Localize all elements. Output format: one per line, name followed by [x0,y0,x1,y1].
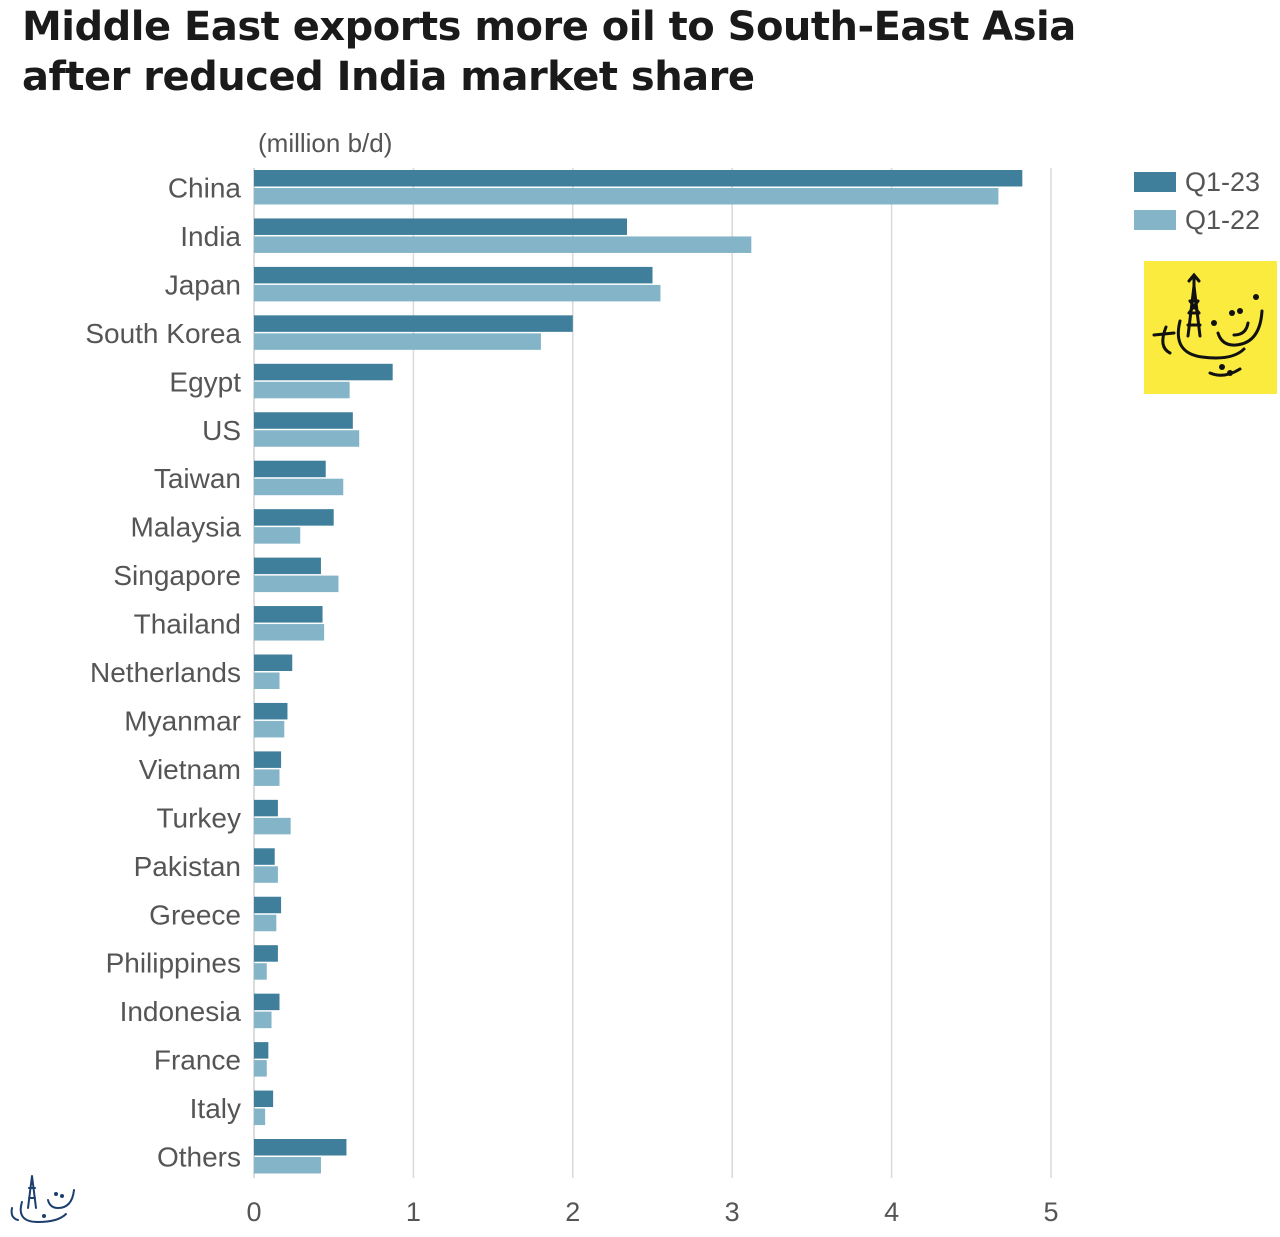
x-tick-label-3: 3 [725,1197,740,1227]
chart-title-line-1: Middle East exports more oil to South-Ea… [22,4,1076,50]
bar-china-q1-23 [254,170,1023,187]
bar-myanmar-q1-22 [254,720,285,738]
bar-egypt-q1-22 [254,381,350,399]
bar-taiwan-q1-23 [254,460,326,478]
category-label-taiwan: Taiwan [154,463,241,494]
x-tick-label-4: 4 [884,1197,899,1227]
bar-pakistan-q1-22 [254,866,278,883]
bar-malaysia-q1-22 [254,527,301,544]
bar-south-korea-q1-23 [254,315,573,332]
category-label-malaysia: Malaysia [131,512,242,543]
category-label-netherlands: Netherlands [90,657,241,688]
category-label-france: France [154,1045,241,1076]
bar-vietnam-q1-23 [254,751,282,768]
category-label-others: Others [157,1142,241,1173]
category-label-egypt: Egypt [169,366,241,397]
legend: Q1-23 Q1-22 [1134,167,1260,235]
category-label-china: China [168,173,242,204]
bar-myanmar-q1-23 [254,702,288,720]
category-label-myanmar: Myanmar [124,705,241,736]
chart-title-line-2: after reduced India market share [22,54,755,100]
bar-south-korea-q1-22 [254,333,541,350]
category-label-us: US [202,415,241,446]
oil-derrick-icon [10,1175,75,1224]
x-tick-label-5: 5 [1043,1197,1058,1227]
bar-italy-q1-22 [254,1108,266,1126]
legend-label-q1-22: Q1-22 [1185,205,1260,235]
category-label-indonesia: Indonesia [120,996,242,1027]
oil-derrick-icon [1152,272,1264,377]
bar-indonesia-q1-22 [254,1011,272,1029]
category-label-india: India [180,221,241,252]
category-label-vietnam: Vietnam [139,754,241,785]
category-label-pakistan: Pakistan [134,851,241,882]
bar-thailand-q1-22 [254,624,325,641]
bar-netherlands-q1-23 [254,654,293,671]
bar-greece-q1-23 [254,896,282,914]
bar-india-q1-22 [254,236,752,253]
bar-china-q1-22 [254,188,999,205]
category-label-greece: Greece [149,899,241,930]
category-label-south-korea: South Korea [85,318,241,349]
bar-indonesia-q1-23 [254,993,280,1011]
bar-taiwan-q1-22 [254,478,344,496]
bar-vietnam-q1-22 [254,769,280,786]
x-tick-label-1: 1 [406,1197,421,1227]
category-label-thailand: Thailand [134,609,241,640]
category-label-japan: Japan [165,269,241,300]
bar-france-q1-23 [254,1042,269,1059]
bar-others-q1-23 [254,1139,347,1156]
bar-france-q1-22 [254,1060,267,1077]
bar-others-q1-22 [254,1157,321,1174]
bar-india-q1-23 [254,218,627,235]
bar-japan-q1-22 [254,284,661,302]
legend-swatch-q1-23 [1134,172,1176,192]
bars [254,170,1023,1174]
bar-netherlands-q1-22 [254,672,280,689]
legend-swatch-q1-22 [1134,210,1176,230]
unit-label: (million b/d) [258,128,392,158]
category-labels: China India Japan South Korea Egypt US Taiwan M… [85,173,241,1173]
category-label-singapore: Singapore [113,560,241,591]
x-tick-label-0: 0 [246,1197,261,1227]
bar-us-q1-22 [254,430,360,447]
bar-japan-q1-23 [254,266,653,284]
chart-title: Middle East exports more oil to South-Ea… [22,2,1142,102]
category-label-italy: Italy [190,1093,241,1124]
legend-label-q1-23: Q1-23 [1185,167,1260,197]
bar-pakistan-q1-23 [254,848,275,865]
bar-philippines-q1-23 [254,945,278,962]
news-logo [1144,261,1277,394]
bar-italy-q1-23 [254,1090,274,1108]
bar-philippines-q1-22 [254,963,267,980]
bar-singapore-q1-23 [254,557,321,575]
bar-us-q1-23 [254,412,353,429]
x-tick-label-2: 2 [565,1197,580,1227]
bar-greece-q1-22 [254,914,277,932]
bar-turkey-q1-23 [254,799,278,817]
bar-thailand-q1-23 [254,606,323,623]
bar-malaysia-q1-23 [254,509,334,526]
category-label-turkey: Turkey [156,802,241,833]
watermark-logo [8,1168,80,1230]
x-tick-labels: 0 1 2 3 4 5 [246,1197,1058,1227]
bar-turkey-q1-22 [254,817,291,835]
bar-egypt-q1-23 [254,363,393,381]
bar-singapore-q1-22 [254,575,339,593]
category-label-philippines: Philippines [106,948,241,979]
